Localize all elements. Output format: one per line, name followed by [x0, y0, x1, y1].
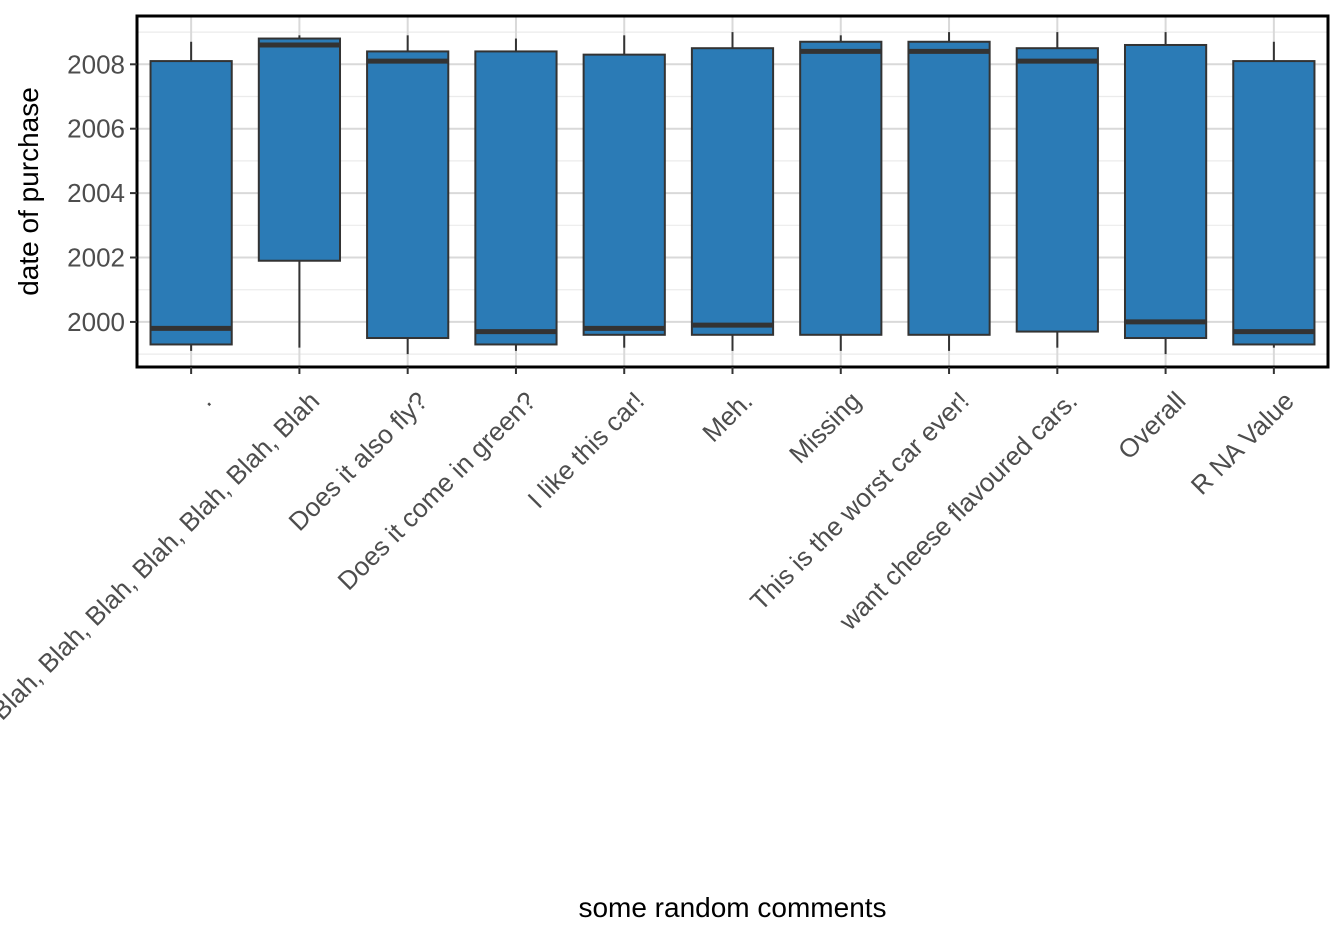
y-axis: 2000 2002 2004 2006 2008	[67, 49, 137, 337]
box-body	[149, 60, 233, 346]
y-tick-label: 2002	[67, 243, 125, 273]
box-body	[1123, 43, 1208, 340]
box-body	[1232, 60, 1316, 346]
box-body	[474, 50, 558, 346]
y-tick-label: 2000	[67, 307, 125, 337]
box-0	[149, 41, 233, 351]
box-3	[474, 38, 558, 351]
box-1	[257, 35, 342, 348]
box-body	[582, 53, 666, 336]
box-series	[149, 32, 1316, 355]
y-tick-label: 2008	[67, 49, 125, 79]
x-axis-title: some random comments	[578, 892, 886, 923]
box-body	[799, 40, 883, 336]
box-9	[1123, 32, 1208, 355]
box-10	[1232, 41, 1316, 348]
box-body	[907, 40, 991, 336]
box-2	[366, 35, 450, 355]
y-axis-title: date of purchase	[13, 87, 44, 296]
box-body	[1015, 47, 1099, 333]
box-4	[582, 35, 666, 348]
box-body	[257, 37, 342, 262]
box-body	[366, 50, 450, 340]
box-7	[907, 32, 991, 351]
box-6	[799, 35, 883, 351]
y-tick-label: 2006	[67, 114, 125, 144]
box-5	[690, 32, 775, 351]
box-body	[690, 47, 775, 336]
box-8	[1015, 32, 1099, 348]
y-tick-label: 2004	[67, 178, 125, 208]
